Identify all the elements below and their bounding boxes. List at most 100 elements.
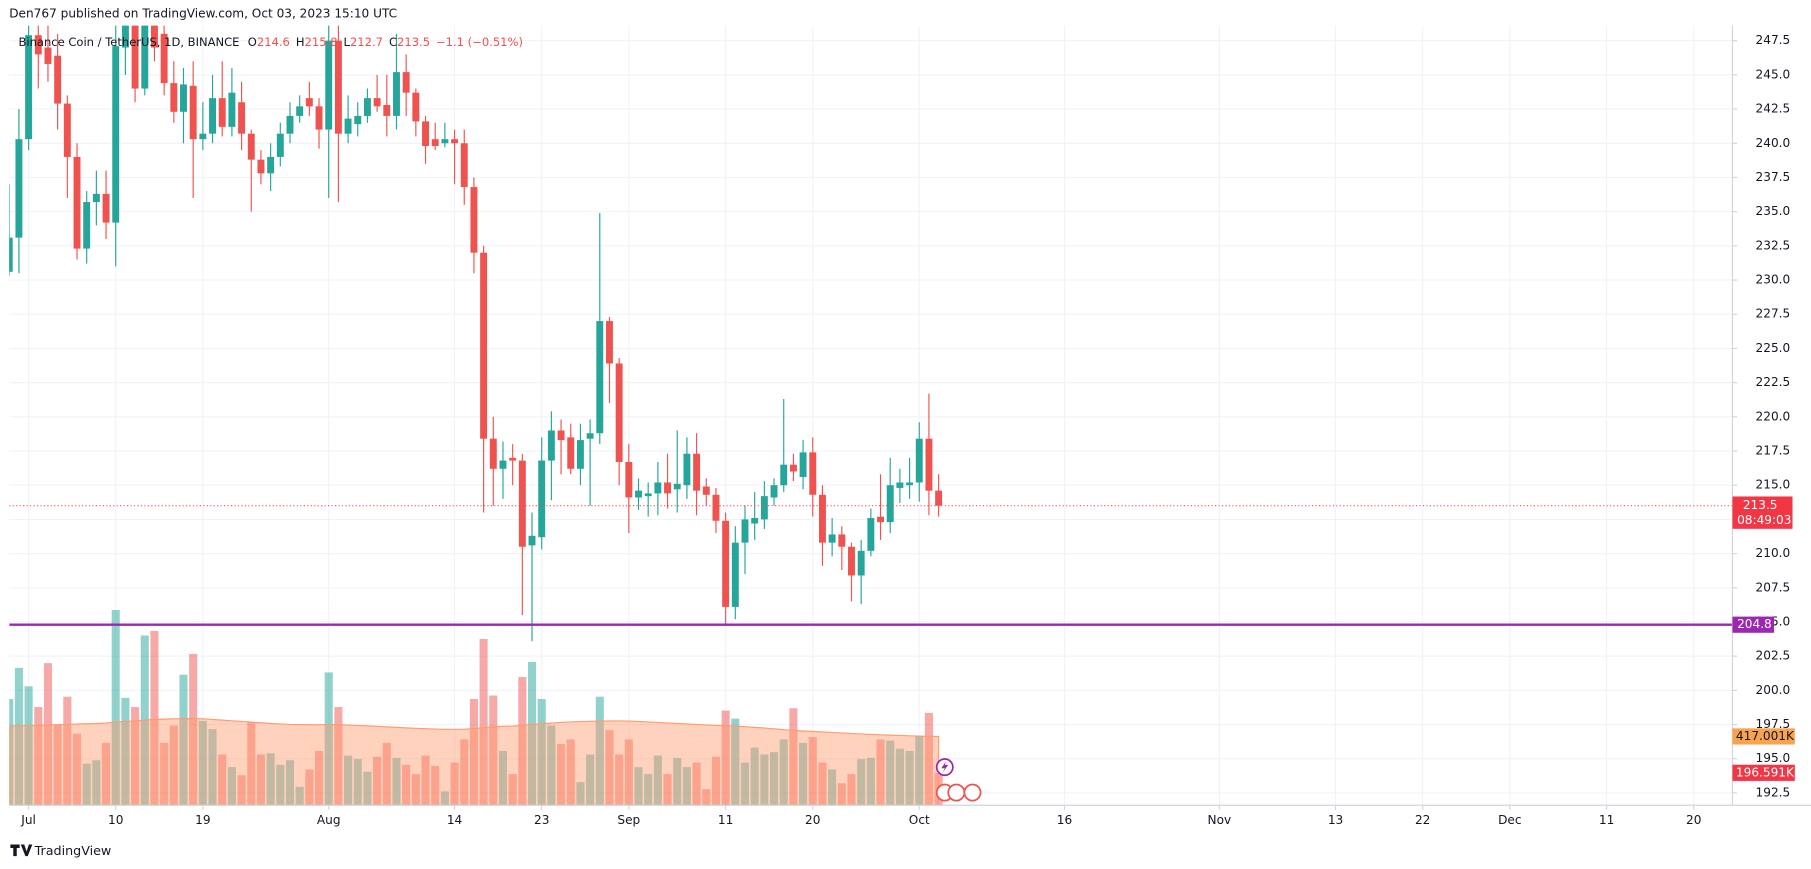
candle-body — [731, 542, 739, 607]
volume-bar — [102, 742, 111, 806]
candle-body — [257, 159, 265, 174]
volume-bar — [353, 759, 362, 806]
candle-body — [760, 496, 768, 520]
candle-body — [528, 535, 536, 546]
volume-bar — [402, 764, 411, 806]
event-flag — [947, 783, 966, 802]
volume-bar — [227, 767, 236, 806]
volume-bar — [915, 735, 924, 806]
header: Den767 published on TradingView.com, Oct… — [9, 7, 397, 21]
volume-bar — [305, 769, 314, 806]
volume-bar — [160, 742, 169, 806]
candle-body — [102, 193, 110, 223]
volume-bar — [314, 750, 324, 806]
volume-bar — [653, 755, 662, 806]
y-tick-label: 197.5 — [1756, 717, 1791, 731]
candle-body — [354, 115, 362, 125]
lightning — [941, 761, 949, 773]
x-tick-label: Aug — [317, 813, 341, 827]
candle-body — [828, 534, 836, 543]
candle-body — [789, 464, 797, 472]
candle-body — [751, 518, 759, 524]
candle-body — [509, 457, 517, 461]
candle-body — [906, 482, 914, 486]
volume-bar — [682, 767, 691, 806]
volume-bar — [731, 718, 740, 806]
candle-body — [325, 40, 333, 130]
volume-bar — [750, 747, 759, 806]
volume-bar — [586, 754, 595, 806]
legend-close: 213.5 — [397, 34, 430, 48]
legend-h: H — [296, 34, 305, 48]
y-tick-label: 202.5 — [1756, 649, 1791, 663]
candle-body — [180, 84, 187, 112]
candle-body — [499, 460, 507, 469]
volume-bar — [295, 786, 304, 806]
candle-body — [722, 520, 730, 607]
volume-pane — [9, 610, 943, 806]
candle-body — [557, 430, 565, 441]
candle-body — [857, 550, 865, 576]
volume-bar — [799, 742, 808, 806]
x-tick-label: 20 — [805, 813, 820, 827]
y-tick-label: 210.0 — [1756, 546, 1791, 560]
candle-body — [683, 453, 691, 486]
volume-bar — [266, 753, 275, 806]
volume-bar — [218, 754, 227, 806]
volume-bar — [324, 672, 333, 806]
candle-body — [9, 237, 13, 272]
y-tick-label: 195.0 — [1756, 751, 1791, 765]
last-price-label: 213.5 — [1743, 498, 1778, 512]
volume-bar — [886, 740, 895, 806]
candle-body — [547, 430, 555, 461]
candle-body — [63, 103, 71, 157]
volume-bar — [624, 739, 633, 806]
candle-body — [54, 55, 62, 104]
y-tick-label: 217.5 — [1756, 444, 1791, 458]
countdown-label: 08:49:03 — [1737, 513, 1791, 527]
y-tick-label: 230.0 — [1756, 273, 1791, 287]
volume-bar — [769, 752, 779, 806]
tv-logo — [10, 844, 33, 857]
candle-body — [886, 485, 894, 523]
volume-bar — [431, 765, 440, 806]
candle-body — [615, 363, 623, 462]
volume-bar — [789, 708, 798, 806]
volume-bar — [828, 769, 837, 806]
candle-body — [741, 519, 749, 543]
volume-bar — [237, 775, 246, 806]
candle-body — [644, 493, 652, 497]
volume-bar — [276, 764, 285, 806]
candle-body — [693, 453, 701, 491]
candle-body — [189, 85, 197, 140]
candle-body — [596, 321, 604, 434]
legend-change: −1.1 (−0.51%) — [436, 34, 523, 48]
candle-body — [160, 33, 168, 84]
candle-body — [112, 46, 120, 223]
y-tick-label: 247.5 — [1756, 33, 1791, 47]
candle-body — [412, 92, 420, 122]
candle-body — [896, 482, 904, 488]
volume-bar — [721, 710, 730, 806]
candle-body — [170, 83, 178, 112]
y-tick-label: 192.5 — [1756, 785, 1791, 799]
legend-o: O — [248, 34, 257, 48]
x-tick-label: Oct — [909, 813, 930, 827]
candle-body — [296, 106, 304, 116]
legend-c: C — [389, 34, 397, 48]
candle-body — [925, 438, 933, 491]
candle-body — [538, 460, 546, 538]
y-tick-label: 225.0 — [1756, 341, 1791, 355]
volume-bar — [198, 720, 207, 806]
candle-body — [451, 139, 459, 144]
volume-bar — [857, 759, 866, 806]
candle-body — [402, 72, 410, 93]
volume-bar — [576, 782, 585, 806]
candle-body — [334, 40, 342, 134]
footer: TradingView — [34, 843, 112, 858]
volume-bar — [72, 733, 82, 806]
volume-bar — [489, 695, 498, 806]
candle-body — [44, 47, 52, 64]
volume-bar — [469, 698, 478, 806]
volume-bar — [547, 725, 556, 806]
